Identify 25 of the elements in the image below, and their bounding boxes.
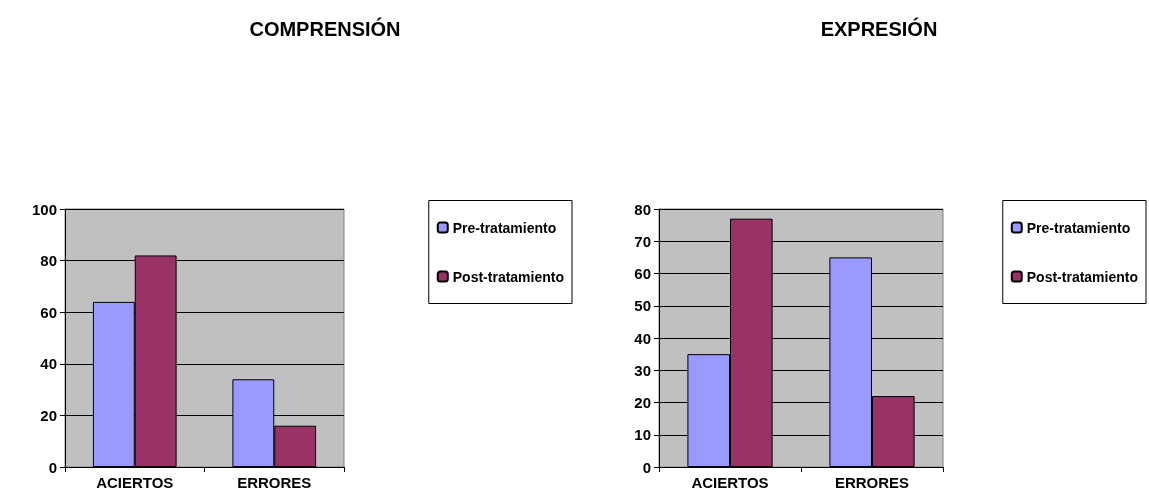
chart-title: COMPRENSIÓN bbox=[249, 17, 401, 40]
x-tick-label: ERRORES bbox=[834, 474, 910, 491]
legend-label: Post-tratamiento bbox=[452, 268, 564, 285]
x-tick-label: ACIERTOS bbox=[691, 474, 769, 491]
chart-title: EXPRESIÓN bbox=[820, 17, 938, 40]
y-tick-label: 0 bbox=[48, 458, 57, 476]
y-tick-label: 50 bbox=[634, 297, 651, 315]
x-tick-label: ACIERTOS bbox=[96, 474, 174, 491]
y-tick-label: 40 bbox=[40, 355, 57, 373]
y-tick-label: 80 bbox=[40, 252, 57, 270]
y-tick-label: 60 bbox=[40, 303, 57, 321]
y-tick-label: 10 bbox=[634, 426, 651, 444]
y-tick-label: 70 bbox=[634, 232, 651, 250]
y-tick-label: 30 bbox=[634, 361, 651, 379]
y-tick-label: 40 bbox=[634, 329, 651, 347]
y-tick-label: 20 bbox=[40, 406, 57, 424]
x-tick-label: ERRORES bbox=[237, 474, 312, 491]
y-tick-label: 80 bbox=[634, 200, 651, 218]
y-tick-label: 60 bbox=[634, 265, 651, 282]
y-tick-label: 20 bbox=[634, 394, 651, 411]
legend-label: Pre-tratamiento bbox=[1026, 219, 1131, 236]
y-tick-label: 100 bbox=[31, 200, 57, 218]
y-tick-label: 0 bbox=[642, 458, 651, 476]
legend-label: Pre-tratamiento bbox=[452, 219, 557, 236]
legend-label: Post-tratamiento bbox=[1026, 268, 1138, 285]
